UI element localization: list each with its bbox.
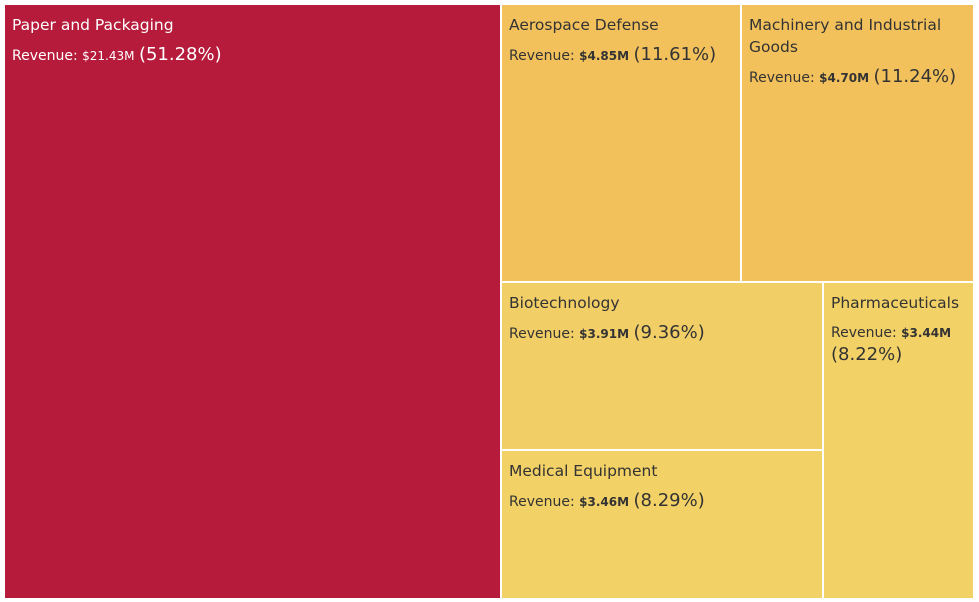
tile-metric: Revenue: $3.46M (8.29%) [509, 490, 815, 513]
metric-label: Revenue: [831, 325, 897, 341]
tile-medical-equipment[interactable]: Medical Equipment Revenue: $3.46M (8.29%… [501, 450, 823, 599]
tile-label: Machinery and Industrial Goods [749, 16, 942, 56]
metric-value: $3.44M [901, 326, 952, 340]
metric-label: Revenue: [12, 48, 78, 64]
tile-metric: Revenue: $4.85M (11.61%) [509, 44, 733, 67]
tile-label: Biotechnology [509, 294, 620, 312]
metric-label: Revenue: [749, 70, 815, 86]
metric-label: Revenue: [509, 494, 575, 510]
metric-value: $3.91M [579, 327, 630, 341]
metric-percent: (8.22%) [831, 344, 903, 365]
metric-value: $3.46M [579, 495, 630, 509]
metric-value: $4.70M [819, 71, 870, 85]
tile-label: Pharmaceuticals [831, 294, 960, 312]
metric-label: Revenue: [509, 326, 575, 342]
tile-label: Aerospace Defense [509, 16, 659, 34]
tile-metric: Revenue: $3.44M (8.22%) [831, 322, 966, 367]
metric-percent: (9.36%) [633, 322, 705, 343]
tile-biotechnology[interactable]: Biotechnology Revenue: $3.91M (9.36%) [501, 282, 823, 450]
tile-label: Paper and Packaging [12, 16, 174, 34]
tile-metric: Revenue: $3.91M (9.36%) [509, 322, 815, 345]
tile-paper-and-packaging[interactable]: Paper and Packaging Revenue: $21.43M (51… [4, 4, 501, 599]
metric-value: $4.85M [579, 49, 630, 63]
tile-pharmaceuticals[interactable]: Pharmaceuticals Revenue: $3.44M (8.22%) [823, 282, 974, 599]
metric-percent: (51.28%) [138, 44, 222, 65]
tile-metric: Revenue: $21.43M (51.28%) [12, 44, 493, 67]
metric-label: Revenue: [509, 48, 575, 64]
tile-metric: Revenue: $4.70M (11.24%) [749, 66, 966, 89]
metric-percent: (8.29%) [633, 490, 705, 511]
tile-label: Medical Equipment [509, 462, 658, 480]
metric-value: $21.43M [82, 49, 135, 63]
metric-percent: (11.24%) [873, 66, 957, 87]
metric-percent: (11.61%) [633, 44, 717, 65]
tile-aerospace-defense[interactable]: Aerospace Defense Revenue: $4.85M (11.61… [501, 4, 741, 282]
tile-machinery-and-industrial-goods[interactable]: Machinery and Industrial Goods Revenue: … [741, 4, 974, 282]
